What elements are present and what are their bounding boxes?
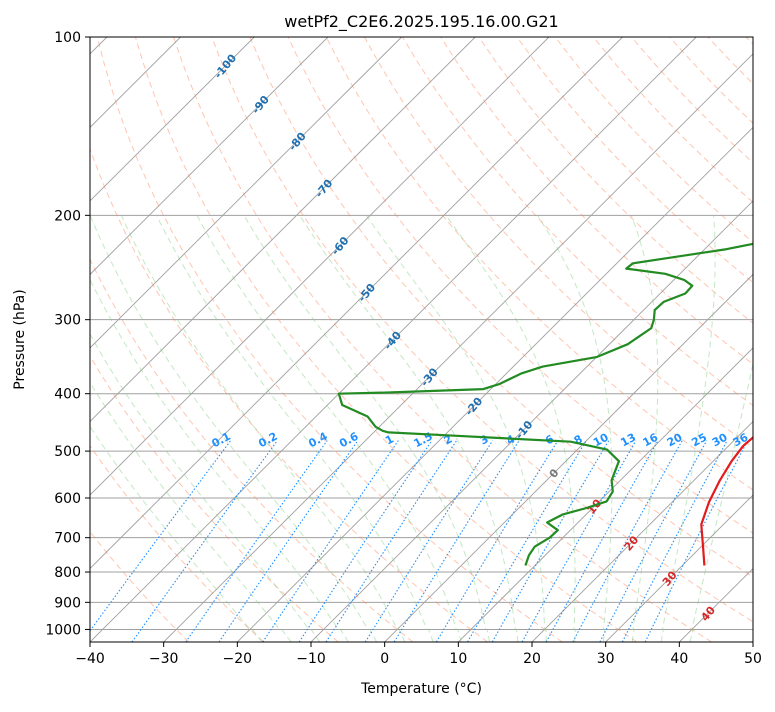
dry-adiabat-line (21, 37, 413, 642)
isotherm-line (237, 37, 775, 642)
dry-adiabat-line (97, 37, 562, 642)
isotherm-line (753, 37, 775, 642)
dry-adiabat-line (517, 37, 775, 642)
moist-adiabat-line (0, 215, 262, 642)
mixing-ratio-label: 1 (383, 432, 396, 447)
dry-adiabat-line (555, 37, 775, 642)
temperature-profile-line (701, 37, 775, 566)
dry-adiabat-line (746, 37, 775, 642)
dry-adiabat-line (479, 37, 775, 642)
x-tick-label: 20 (523, 651, 541, 667)
y-axis-label: Pressure (hPa) (12, 289, 28, 389)
dry-adiabat-line (0, 37, 189, 642)
isotherm-line (385, 37, 775, 642)
x-tick-label: −10 (296, 651, 326, 667)
mixing-ratio-line (394, 441, 519, 642)
isotherm-line (679, 37, 775, 642)
isotherm-line (0, 37, 402, 642)
plot-frame (90, 37, 753, 642)
x-tick-label: 50 (744, 651, 762, 667)
isotherm-line (164, 37, 770, 642)
isotherm-line (532, 37, 775, 642)
moist-adiabat-line (244, 215, 490, 642)
isotherm-line (311, 37, 775, 642)
moist-adiabat-line (300, 215, 518, 642)
dry-adiabat-line (0, 37, 263, 642)
dry-adiabat-line (670, 37, 775, 642)
y-tick-label: 700 (54, 531, 81, 547)
moist-adiabat-line (62, 215, 348, 642)
moist-adiabat-line (446, 215, 575, 642)
mixing-ratio-line (263, 441, 399, 642)
mixing-ratio-line (82, 441, 231, 642)
mixing-ratio-label: 0.2 (256, 430, 279, 451)
mixing-ratio-label: 0.1 (210, 430, 233, 451)
y-tick-label: 100 (54, 30, 81, 46)
mixing-ratio-line (365, 441, 492, 642)
x-tick-label: −40 (75, 651, 105, 667)
x-tick-label: 40 (670, 651, 688, 667)
moist-adiabat-line (90, 215, 377, 642)
x-tick-label: 30 (597, 651, 615, 667)
x-axis-label: Temperature (°C) (360, 681, 482, 697)
mixing-ratio-line (436, 441, 557, 642)
moist-adiabat-line (631, 215, 657, 642)
x-tick-label: 10 (449, 651, 467, 667)
y-tick-label: 200 (54, 208, 81, 224)
y-tick-label: 600 (54, 491, 81, 507)
x-tick-label: 0 (380, 651, 389, 667)
mixing-ratio-label: 16 (641, 431, 661, 450)
mixing-ratio-line (219, 441, 358, 642)
mixing-ratio-label: 3 (478, 432, 491, 447)
isotherm-line (0, 37, 328, 642)
mixing-ratio-label: 13 (618, 431, 638, 450)
y-tick-label: 900 (54, 595, 81, 611)
isotherm-line (0, 37, 475, 642)
isotherm-line (0, 37, 254, 642)
y-tick-label: 1000 (45, 622, 81, 638)
dewpoint-profile-line (339, 37, 775, 566)
mixing-ratio-label: 0.4 (306, 430, 330, 451)
y-tick-label: 300 (54, 313, 81, 329)
x-tick-label: −30 (149, 651, 179, 667)
dry-adiabat-line (708, 37, 775, 642)
chart-title: wetPf2_C2E6.2025.195.16.00.G21 (284, 12, 558, 32)
y-tick-label: 500 (54, 444, 81, 460)
y-tick-label: 800 (54, 565, 81, 581)
mixing-ratio-line (645, 441, 748, 642)
moist-adiabat-line (197, 215, 461, 642)
y-tick-label: 400 (54, 387, 81, 403)
dry-adiabat-line (212, 37, 775, 642)
dry-adiabat-line (59, 37, 488, 642)
mixing-ratio-label: 0.6 (337, 430, 361, 451)
mixing-ratio-label: 36 (731, 431, 751, 450)
moist-adiabat-line (690, 215, 775, 642)
mixing-ratio-line (326, 441, 457, 642)
isotherm-line (458, 37, 775, 642)
x-tick-label: −20 (223, 651, 253, 667)
mixing-ratio-label: 30 (710, 431, 730, 450)
dry-adiabat-line (0, 37, 338, 642)
